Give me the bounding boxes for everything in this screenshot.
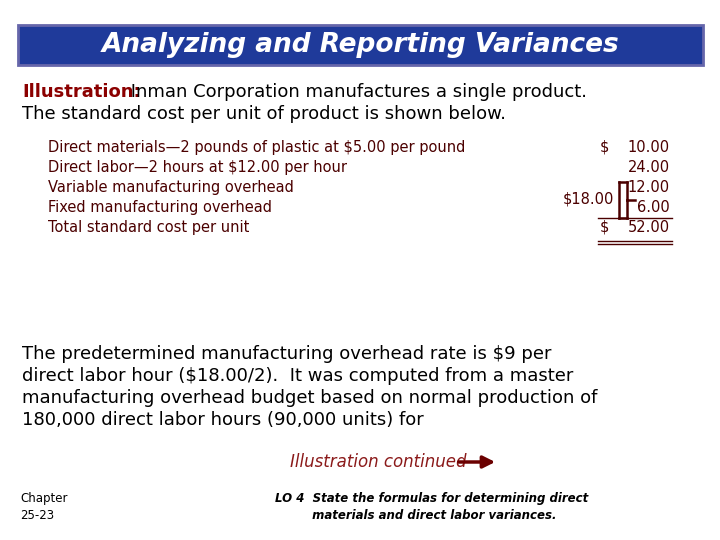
Text: direct labor hour ($18.00/2).  It was computed from a master: direct labor hour ($18.00/2). It was com… [22, 367, 573, 385]
Text: Direct labor—2 hours at $12.00 per hour: Direct labor—2 hours at $12.00 per hour [48, 160, 347, 175]
Text: $: $ [600, 140, 609, 155]
Text: 24.00: 24.00 [628, 160, 670, 175]
Text: 52.00: 52.00 [628, 220, 670, 235]
Text: $18.00: $18.00 [562, 192, 614, 206]
Text: manufacturing overhead budget based on normal production of: manufacturing overhead budget based on n… [22, 389, 598, 407]
Text: Analyzing and Reporting Variances: Analyzing and Reporting Variances [102, 32, 619, 58]
Text: The predetermined manufacturing overhead rate is $9 per: The predetermined manufacturing overhead… [22, 345, 552, 363]
Text: 180,000 direct labor hours (90,000 units) for: 180,000 direct labor hours (90,000 units… [22, 411, 424, 429]
Text: 6.00: 6.00 [637, 200, 670, 215]
Text: Illustration continued: Illustration continued [290, 453, 467, 471]
Text: The standard cost per unit of product is shown below.: The standard cost per unit of product is… [22, 105, 506, 123]
Text: LO 4  State the formulas for determining direct
         materials and direct la: LO 4 State the formulas for determining … [275, 492, 588, 522]
Text: Total standard cost per unit: Total standard cost per unit [48, 220, 249, 235]
FancyBboxPatch shape [18, 25, 703, 65]
Text: 10.00: 10.00 [628, 140, 670, 155]
Text: Fixed manufacturing overhead: Fixed manufacturing overhead [48, 200, 272, 215]
Text: Direct materials—2 pounds of plastic at $5.00 per pound: Direct materials—2 pounds of plastic at … [48, 140, 465, 155]
Text: Inman Corporation manufactures a single product.: Inman Corporation manufactures a single … [125, 83, 587, 101]
Text: $: $ [600, 220, 609, 235]
Text: 12.00: 12.00 [628, 180, 670, 195]
Text: Variable manufacturing overhead: Variable manufacturing overhead [48, 180, 294, 195]
Text: Chapter
25-23: Chapter 25-23 [20, 492, 68, 522]
Text: Illustration:: Illustration: [22, 83, 140, 101]
